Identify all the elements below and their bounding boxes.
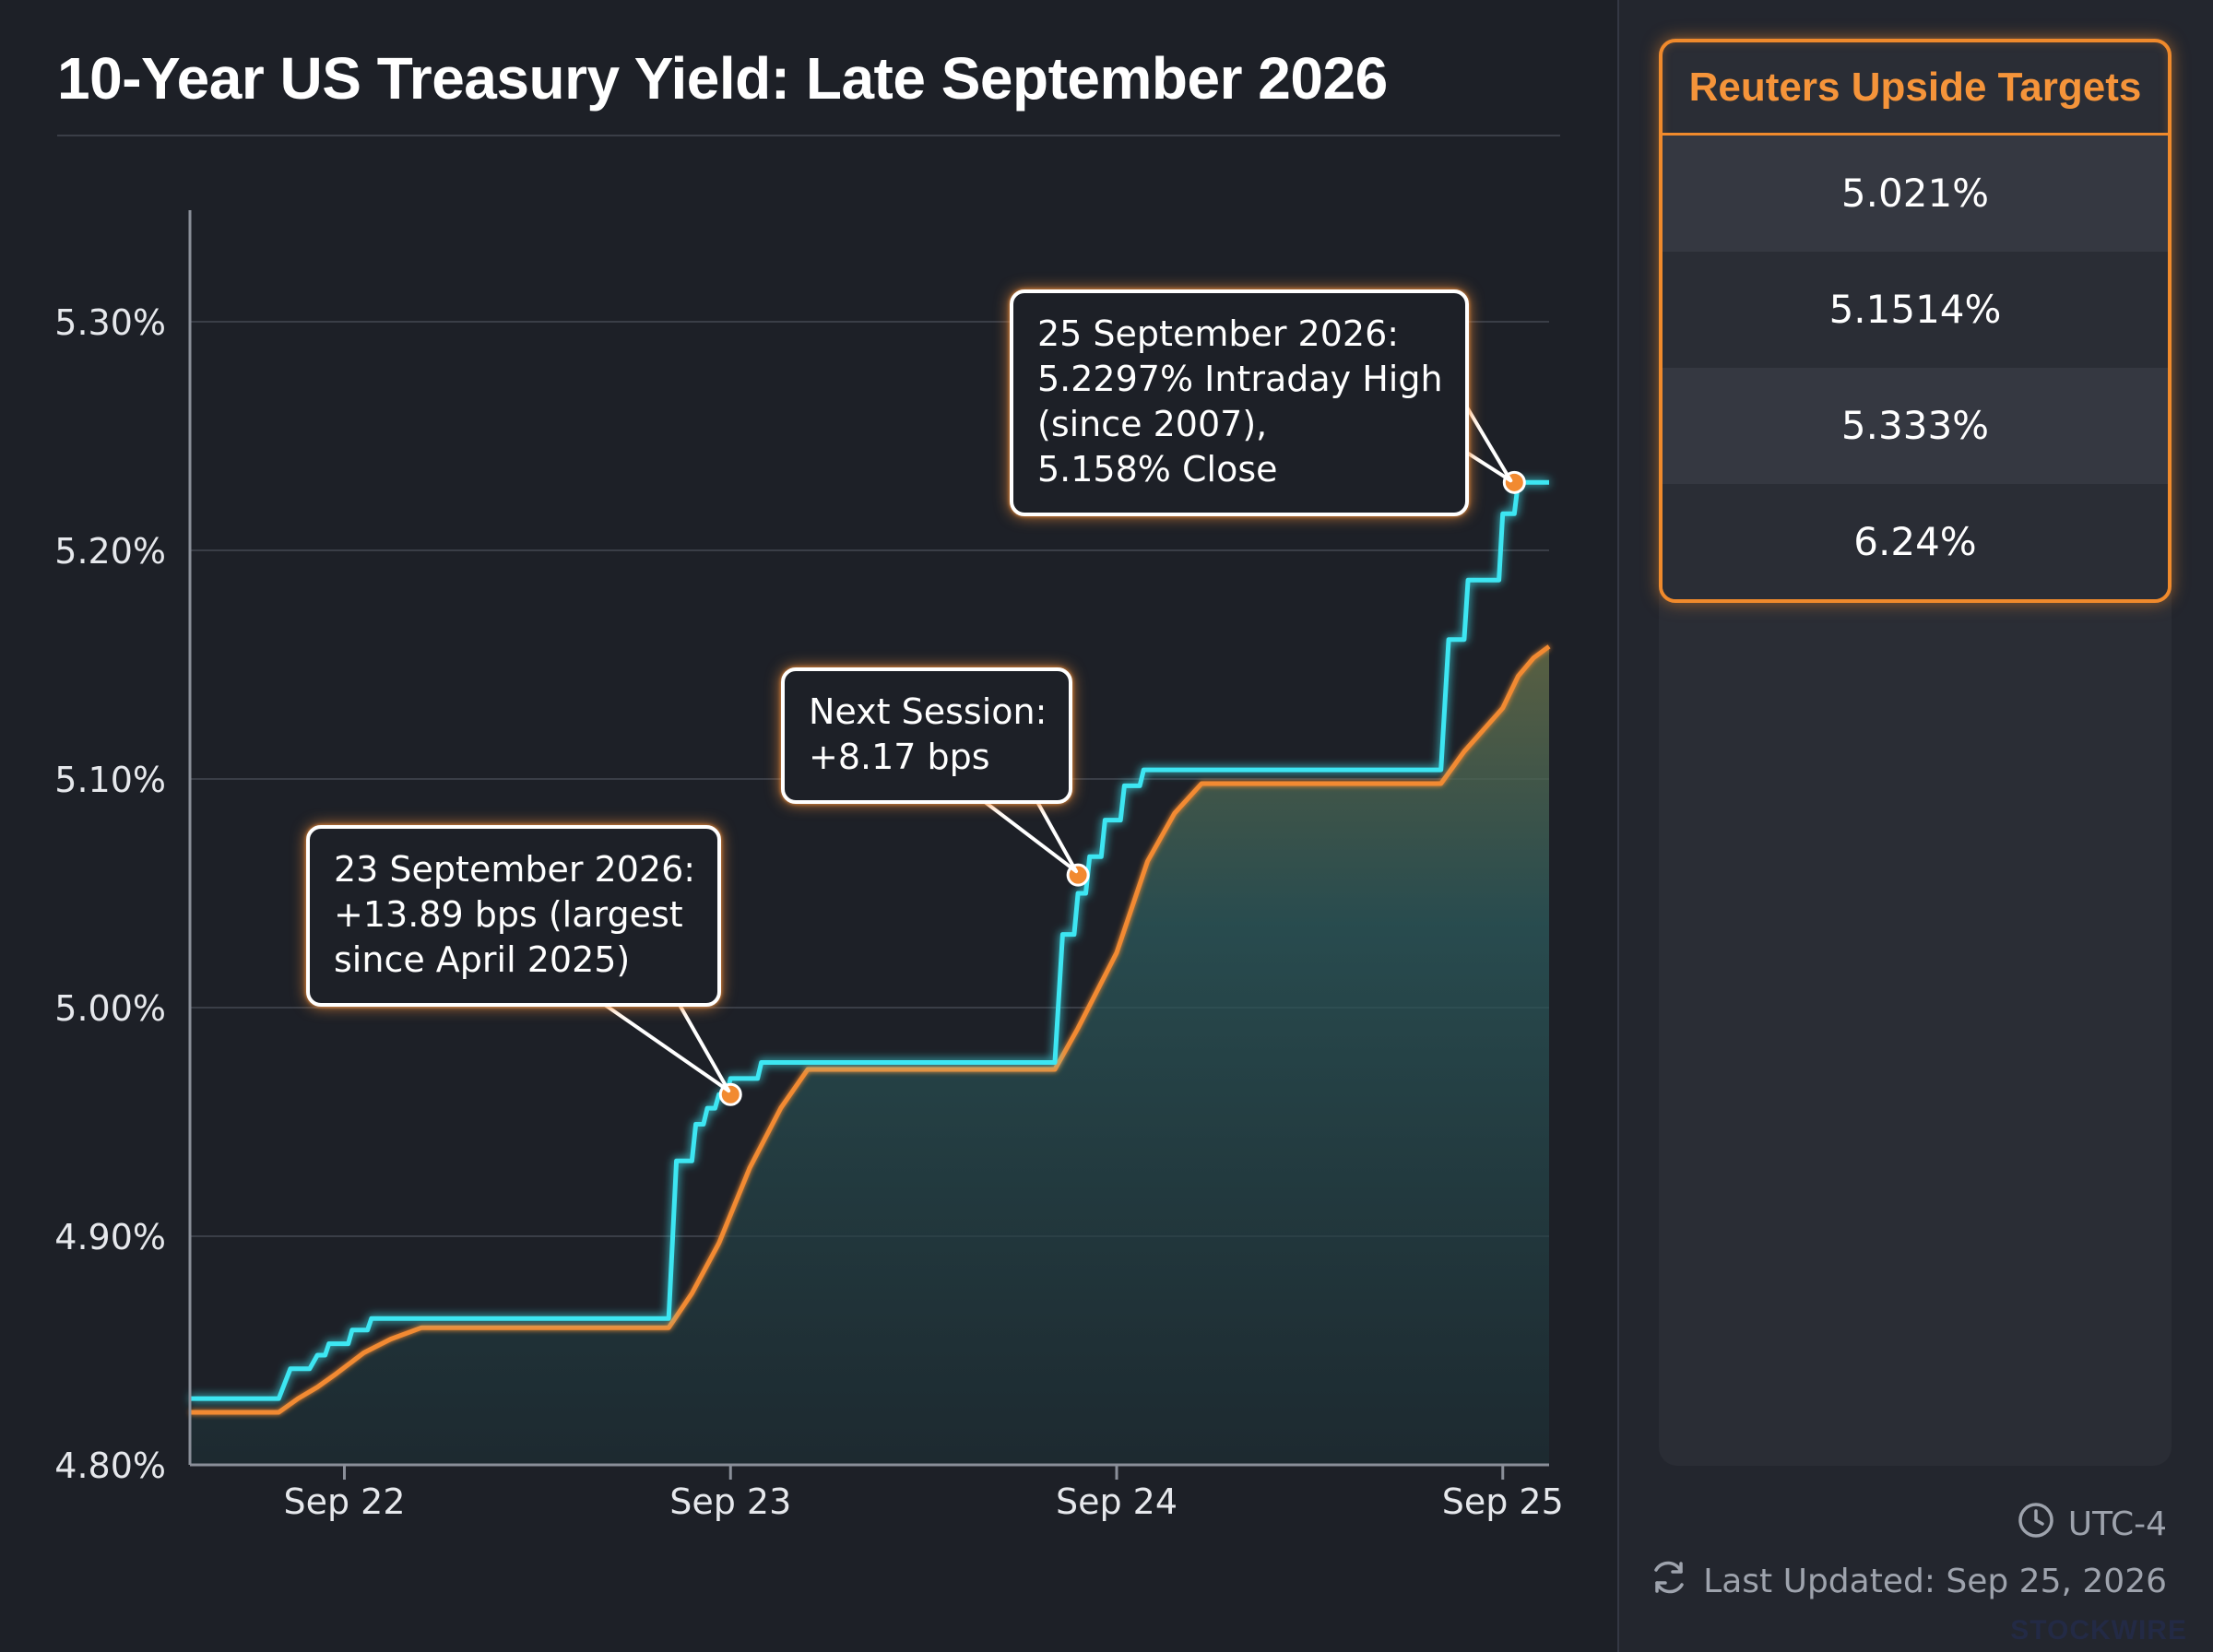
yield-chart: 4.80% 4.90% 5.00% 5.10% 5.20% 5.30% Sep 22 Sep …: [54, 210, 1564, 1522]
timezone-text: UTC-4: [2067, 1505, 2167, 1543]
clock-icon: [2017, 1501, 2055, 1548]
area-fill: [190, 482, 1549, 1465]
y-tick-label: 4.80%: [54, 1446, 166, 1486]
target-row: 5.1514%: [1663, 252, 2168, 368]
x-tick-label: Sep 24: [1056, 1481, 1178, 1522]
annotation-sep23: 23 September 2026: +13.89 bps (largest s…: [306, 825, 722, 1007]
last-updated-text: Last Updated: Sep 25, 2026: [1703, 1563, 2167, 1600]
upside-targets-table: Reuters Upside Targets 5.021% 5.1514% 5.…: [1659, 39, 2172, 603]
callout-pointer: [983, 800, 1079, 874]
timezone-label: UTC-4: [2017, 1501, 2167, 1548]
last-updated-label: Last Updated: Sep 25, 2026: [1648, 1556, 2167, 1607]
title-divider: [57, 135, 1560, 136]
x-tick-label: Sep 23: [669, 1481, 791, 1522]
y-tick-label: 5.10%: [54, 760, 166, 800]
annotation-line: 25 September 2026:: [1037, 313, 1400, 354]
chart-panel: 10-Year US Treasury Yield: Late Septembe…: [54, 45, 1564, 1522]
target-row: 5.333%: [1663, 368, 2168, 484]
target-row: 6.24%: [1663, 484, 2168, 599]
side-panel: Reuters Upside Targets 5.021% 5.1514% 5.…: [1617, 0, 2213, 1652]
intraday-series-line: [190, 479, 1549, 1401]
y-tick-label: 4.90%: [54, 1217, 166, 1257]
close-series-line: [190, 644, 1551, 1415]
x-tick-label: Sep 25: [1442, 1481, 1564, 1522]
chart-title: 10-Year US Treasury Yield: Late Septembe…: [57, 45, 1388, 112]
annotation-next-session: Next Session: +8.17 bps: [781, 667, 1073, 804]
callout-pointer: [1465, 406, 1513, 483]
callout-pointer: [603, 1003, 731, 1093]
x-tick-label: Sep 22: [283, 1481, 405, 1522]
annotation-line: (since 2007),: [1037, 404, 1268, 444]
refresh-icon: [1648, 1556, 1690, 1607]
annotation-sep25: 25 September 2026: 5.2297% Intraday High…: [1010, 289, 1469, 516]
y-tick-label: 5.20%: [54, 531, 166, 572]
target-row: 5.021%: [1663, 136, 2168, 252]
annotation-line: 5.2297% Intraday High: [1037, 359, 1443, 399]
y-tick-label: 5.00%: [54, 988, 166, 1029]
annotation-line: +13.89 bps (largest: [334, 894, 683, 935]
annotation-line: Next Session:: [809, 691, 1047, 732]
annotation-line: 5.158% Close: [1037, 449, 1278, 490]
annotation-line: since April 2025): [334, 939, 631, 980]
watermark-logo: STOCKWIRE: [2010, 1615, 2187, 1646]
annotation-line: +8.17 bps: [809, 737, 990, 777]
y-tick-label: 5.30%: [54, 302, 166, 343]
targets-header: Reuters Upside Targets: [1663, 42, 2168, 136]
annotation-line: 23 September 2026:: [334, 849, 696, 890]
